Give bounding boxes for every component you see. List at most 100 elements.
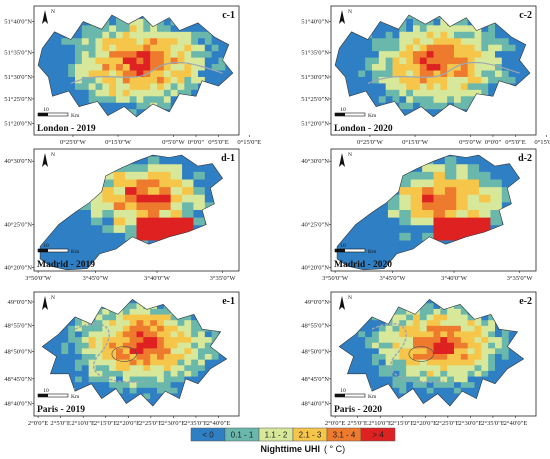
uhi-cell [109, 70, 117, 78]
uhi-cell [143, 387, 151, 394]
uhi-cell [177, 337, 185, 344]
uhi-cell [440, 342, 448, 349]
uhi-cell [191, 331, 199, 338]
uhi-cell [88, 359, 96, 366]
uhi-cell [481, 44, 489, 52]
uhi-cell [426, 76, 434, 84]
uhi-cell [337, 240, 343, 249]
uhi-cell [38, 57, 42, 65]
uhi-cell [88, 89, 96, 97]
uhi-cell [75, 331, 83, 338]
uhi-cell [170, 342, 178, 349]
uhi-cell [193, 187, 206, 196]
uhi-cell [198, 70, 206, 78]
uhi-cell [198, 57, 206, 65]
uhi-cell [467, 325, 475, 332]
x-tick-label: 2°25'0"E [139, 420, 163, 427]
uhi-cell [88, 25, 96, 33]
uhi-cell [508, 354, 516, 361]
uhi-cell [342, 232, 355, 241]
uhi-cell [150, 96, 158, 104]
uhi-cell [454, 31, 462, 39]
uhi-cell [392, 359, 400, 366]
uhi-cell [365, 337, 373, 344]
uhi-cell [344, 342, 352, 349]
uhi-cell [88, 76, 96, 84]
uhi-cell [150, 308, 158, 315]
uhi-cell [376, 255, 389, 264]
uhi-cell [109, 38, 117, 46]
uhi-cell [40, 240, 46, 249]
uhi-cell [406, 365, 414, 372]
uhi-cell [177, 365, 185, 372]
uhi-cell [440, 354, 448, 361]
x-tick-label: 2°0'0"E [325, 420, 345, 427]
uhi-cell [372, 354, 380, 361]
uhi-cell [495, 44, 503, 52]
uhi-cell [211, 70, 219, 78]
uhi-cell [75, 382, 83, 389]
uhi-cell [508, 44, 516, 52]
uhi-cell [447, 325, 455, 332]
uhi-cell [109, 64, 117, 71]
uhi-cell [54, 342, 62, 349]
uhi-cell [191, 359, 199, 366]
scalebar-segment [38, 394, 48, 397]
uhi-cell [198, 331, 206, 338]
uhi-cell [419, 399, 428, 406]
uhi-cell [81, 337, 90, 344]
y-tick-label: 48°50'0"N [301, 349, 329, 356]
y-tick-label: 51°30'0"N [4, 74, 32, 81]
city-boundary [336, 154, 521, 271]
uhi-cell [79, 248, 92, 257]
uhi-cell [385, 51, 393, 58]
uhi-cell [143, 83, 151, 91]
uhi-cell [136, 232, 149, 241]
uhi-cell [433, 376, 441, 383]
uhi-cell [454, 325, 462, 332]
uhi-cell [204, 187, 217, 196]
uhi-cell [454, 102, 462, 110]
uhi-cell [426, 382, 434, 389]
uhi-cell [143, 337, 151, 344]
uhi-cell [378, 64, 387, 71]
uhi-cell [182, 194, 194, 203]
uhi-cell [399, 51, 407, 58]
x-tick-label: 0°15'0"W [105, 139, 132, 146]
uhi-cell [378, 89, 387, 97]
uhi-cell [447, 51, 455, 58]
uhi-cell [211, 76, 219, 84]
uhi-cell [399, 179, 412, 188]
uhi-cell [129, 365, 137, 372]
uhi-cell [392, 31, 400, 39]
uhi-cell [129, 393, 137, 400]
uhi-cell [81, 359, 90, 366]
uhi-cell [136, 359, 144, 366]
uhi-cell [433, 331, 441, 338]
uhi-cell [399, 320, 407, 327]
uhi-cell [433, 308, 441, 315]
uhi-cell [378, 342, 387, 349]
uhi-cell [376, 240, 389, 249]
uhi-cell [392, 70, 400, 78]
uhi-cell [177, 31, 185, 39]
uhi-cell [447, 399, 455, 406]
uhi-cell [56, 263, 69, 270]
uhi-cell [467, 354, 475, 361]
uhi-cell [444, 225, 457, 234]
uhi-cell [218, 44, 226, 52]
x-tick-label: 0°5'0"E [208, 139, 228, 146]
uhi-cell [191, 25, 199, 33]
uhi-cell [392, 354, 400, 361]
uhi-cell [129, 44, 137, 52]
uhi-cell [481, 64, 489, 71]
uhi-cell [95, 337, 103, 344]
uhi-cell [454, 44, 462, 52]
uhi-cell [109, 320, 117, 327]
uhi-cell [378, 57, 387, 65]
uhi-cell [406, 70, 414, 78]
uhi-cell [191, 325, 199, 332]
uhi-cell [157, 376, 165, 383]
uhi-cell [61, 325, 69, 332]
uhi-cell [113, 210, 126, 219]
